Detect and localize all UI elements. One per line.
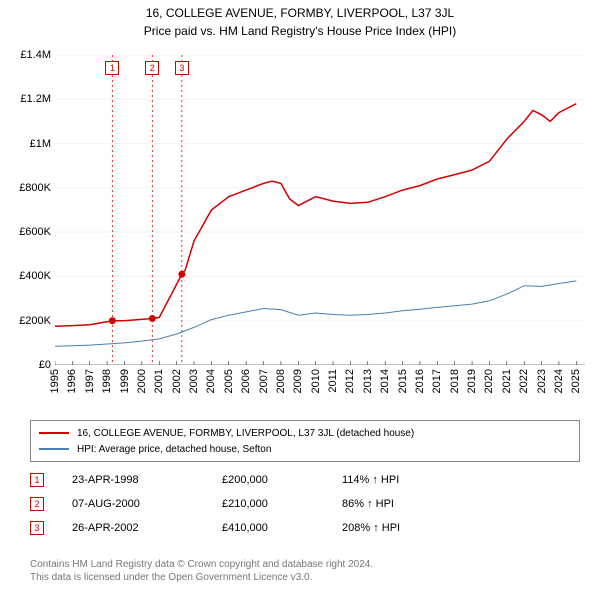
legend-label: 16, COLLEGE AVENUE, FORMBY, LIVERPOOL, L… — [77, 428, 414, 439]
x-axis-tick-label: 1998 — [101, 369, 113, 393]
sale-index-box: 2 — [30, 497, 44, 511]
y-axis-tick-label: £1M — [30, 138, 51, 150]
x-axis-tick-label: 1996 — [66, 369, 78, 393]
sale-marker-2: 2 — [145, 61, 159, 75]
chart-svg — [55, 55, 585, 365]
chart-legend: 16, COLLEGE AVENUE, FORMBY, LIVERPOOL, L… — [30, 420, 580, 462]
chart-container: 16, COLLEGE AVENUE, FORMBY, LIVERPOOL, L… — [0, 0, 600, 590]
x-axis-tick-label: 2016 — [414, 369, 426, 393]
x-axis-tick-label: 2006 — [240, 369, 252, 393]
legend-swatch — [39, 448, 69, 450]
sale-date: 07-AUG-2000 — [72, 498, 222, 510]
x-axis-tick-label: 2007 — [258, 369, 270, 393]
x-axis-tick-label: 1997 — [84, 369, 96, 393]
x-axis-tick-label: 2004 — [205, 369, 217, 393]
x-axis-tick-label: 2023 — [536, 369, 548, 393]
x-axis-tick-label: 2024 — [553, 369, 565, 393]
sale-marker-3: 3 — [175, 61, 189, 75]
x-axis-tick-label: 2015 — [397, 369, 409, 393]
sale-data-row: 2 07-AUG-2000£210,00086% ↑ HPI — [30, 492, 462, 516]
sale-price: £200,000 — [222, 474, 342, 486]
x-axis-tick-label: 2000 — [136, 369, 148, 393]
y-axis-tick-label: £800K — [19, 182, 51, 194]
chart-subtitle: Price paid vs. HM Land Registry's House … — [0, 24, 600, 38]
sale-vs-hpi: 208% ↑ HPI — [342, 522, 462, 534]
attribution-footer: Contains HM Land Registry data © Crown c… — [30, 558, 373, 584]
x-axis-tick-label: 2020 — [483, 369, 495, 393]
sale-date: 26-APR-2002 — [72, 522, 222, 534]
x-axis-tick-label: 2008 — [275, 369, 287, 393]
y-axis-tick-label: £600K — [19, 226, 51, 238]
x-axis-tick-label: 2021 — [501, 369, 513, 393]
x-axis-tick-label: 2002 — [171, 369, 183, 393]
x-axis-tick-label: 2001 — [153, 369, 165, 393]
sale-price: £210,000 — [222, 498, 342, 510]
sale-vs-hpi: 86% ↑ HPI — [342, 498, 462, 510]
x-axis-tick-label: 2009 — [292, 369, 304, 393]
y-axis-tick-label: £1.4M — [20, 49, 51, 61]
sale-index-box: 1 — [30, 473, 44, 487]
x-axis-tick-label: 1999 — [119, 369, 131, 393]
sale-date: 23-APR-1998 — [72, 474, 222, 486]
chart-title-address: 16, COLLEGE AVENUE, FORMBY, LIVERPOOL, L… — [0, 6, 600, 20]
sale-price: £410,000 — [222, 522, 342, 534]
x-axis-tick-label: 1995 — [49, 369, 61, 393]
x-axis-tick-label: 2014 — [379, 369, 391, 393]
sale-data-row: 3 26-APR-2002£410,000208% ↑ HPI — [30, 516, 462, 540]
x-axis-tick-label: 2018 — [449, 369, 461, 393]
x-axis-tick-label: 2013 — [362, 369, 374, 393]
sale-data-row: 1 23-APR-1998£200,000114% ↑ HPI — [30, 468, 462, 492]
y-axis-tick-label: £1.2M — [20, 93, 51, 105]
chart-plot-area: £0£200K£400K£600K£800K£1M£1.2M£1.4M19951… — [55, 55, 585, 365]
legend-label: HPI: Average price, detached house, Seft… — [77, 444, 271, 455]
legend-item: 16, COLLEGE AVENUE, FORMBY, LIVERPOOL, L… — [39, 425, 571, 441]
y-axis-tick-label: £400K — [19, 270, 51, 282]
x-axis-tick-label: 2012 — [344, 369, 356, 393]
sale-index-box: 3 — [30, 521, 44, 535]
x-axis-tick-label: 2003 — [188, 369, 200, 393]
x-axis-tick-label: 2017 — [431, 369, 443, 393]
x-axis-tick-label: 2010 — [310, 369, 322, 393]
sale-data-table: 1 23-APR-1998£200,000114% ↑ HPI 2 07-AUG-20… — [30, 468, 462, 540]
x-axis-tick-label: 2025 — [570, 369, 582, 393]
sale-marker-1: 1 — [105, 61, 119, 75]
x-axis-tick-label: 2011 — [327, 369, 339, 393]
legend-item: HPI: Average price, detached house, Seft… — [39, 441, 571, 457]
sale-vs-hpi: 114% ↑ HPI — [342, 474, 462, 486]
x-axis-tick-label: 2019 — [466, 369, 478, 393]
x-axis-tick-label: 2005 — [223, 369, 235, 393]
footer-line2: This data is licensed under the Open Gov… — [30, 571, 373, 584]
title-block: 16, COLLEGE AVENUE, FORMBY, LIVERPOOL, L… — [0, 0, 600, 38]
legend-swatch — [39, 432, 69, 434]
y-axis-tick-label: £200K — [19, 315, 51, 327]
footer-line1: Contains HM Land Registry data © Crown c… — [30, 558, 373, 571]
x-axis-tick-label: 2022 — [518, 369, 530, 393]
